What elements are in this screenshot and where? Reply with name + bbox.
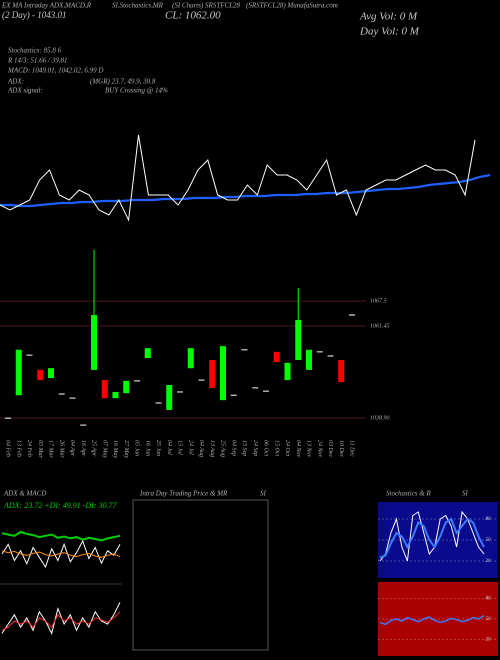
day-vol: Day Vol: 0 M xyxy=(359,26,420,38)
date-label: 24 Feb xyxy=(26,440,33,457)
tick-label: 20 xyxy=(486,559,492,564)
adx-line xyxy=(1,550,121,558)
header-text: (SI Charts) SRSTFCL28 xyxy=(172,2,241,10)
avg-vol: Avg Vol: 0 M xyxy=(359,11,418,23)
candle-body xyxy=(112,391,119,399)
date-label: 24 Jul xyxy=(187,440,194,455)
macd: MACD: 1049.01, 1042.02, 6.99 D xyxy=(7,67,103,75)
signal-label: ADX signal: xyxy=(7,87,43,95)
date-label: 13 Aug xyxy=(209,440,215,457)
date-label: 13 Feb xyxy=(15,440,21,457)
date-label: 06 Oct xyxy=(263,440,269,456)
panel-title: ADX & MACD xyxy=(3,490,46,498)
price-tick-label: 1061.45 xyxy=(370,322,390,329)
header-text: EX MA Intraday ADX,MACD,R xyxy=(1,2,92,10)
candle-body xyxy=(101,380,108,399)
date-label: 24 Sep xyxy=(252,440,259,456)
candle-body xyxy=(123,380,130,394)
panel-title: SI xyxy=(260,490,267,498)
candle-body xyxy=(15,349,22,396)
candle-body xyxy=(284,362,291,381)
date-label: 16 Jun xyxy=(144,440,150,456)
date-label: 04 Sep xyxy=(230,440,237,456)
candle-body xyxy=(48,368,54,379)
date-label: 15 Oct xyxy=(273,440,279,456)
header-text: (SRSTFCL28) MunafaSutra.com xyxy=(246,2,338,10)
signal-value: BUY Crossing @ 14% xyxy=(105,87,168,95)
date-label: 04 Aug xyxy=(198,440,205,457)
tick-label: 80 xyxy=(486,517,492,522)
intraday-box xyxy=(132,499,269,651)
candle-body xyxy=(144,348,151,358)
adx-label: ADX: xyxy=(7,78,24,86)
macd-line xyxy=(1,611,121,631)
date-label: 15 Sep xyxy=(241,440,247,456)
date-label: 25 Aug xyxy=(220,440,226,457)
adx-readout: ADX: 23.72 +DI: 49.91 -DI: 30.77 xyxy=(3,501,117,510)
adx-line xyxy=(1,530,121,542)
candle-body xyxy=(306,349,312,370)
date-label: 26 Mar xyxy=(58,440,64,458)
date-label: 13 Nov xyxy=(306,440,312,458)
price-line xyxy=(0,134,476,222)
candle-body xyxy=(209,360,216,388)
date-label: 27 May xyxy=(123,440,129,458)
candle-body xyxy=(273,351,280,363)
date-label: 24 Nov xyxy=(316,440,323,458)
adx-value: (MGR) 23.7, 49.9, 30.8 xyxy=(90,78,156,86)
price-tick-label: 1067.5 xyxy=(370,299,387,305)
tick-label: 50 xyxy=(486,538,492,543)
stoch-line xyxy=(379,510,485,562)
close-price: CL: 1062.00 xyxy=(165,10,221,22)
rsi-line xyxy=(379,614,485,626)
tick-label: 50 xyxy=(486,617,492,622)
stoch-line xyxy=(379,517,485,559)
candle-body xyxy=(220,346,226,401)
candle-body xyxy=(166,385,173,410)
date-label: 04 Nov xyxy=(295,440,302,458)
candle-body xyxy=(187,348,194,369)
candle-body xyxy=(37,369,44,381)
ma-line xyxy=(0,173,491,208)
date-label: 10 Dec xyxy=(338,440,344,457)
tick-label: 80 xyxy=(486,597,492,602)
price-tick-label: 1038.90 xyxy=(370,416,390,422)
date-label: 04 Apr xyxy=(69,440,76,457)
date-label: 11 Dec xyxy=(349,440,355,457)
tick-label: 20 xyxy=(486,638,492,643)
panel-title: Intra Day Trading Price & MR xyxy=(139,490,228,498)
date-label: 05 Jun xyxy=(134,440,140,456)
date-label: 16 May xyxy=(112,440,118,458)
panel-title: Stochastics & R xyxy=(386,490,431,498)
date-label: 04 Feb xyxy=(5,440,12,457)
date-label: 25 Jun xyxy=(155,440,161,456)
date-label: 05 Mar xyxy=(37,440,43,458)
rsi: R 14/3: 51.66 / 39.81 xyxy=(7,57,68,65)
date-label: 17 Mar xyxy=(48,440,54,458)
date-label: 04 Jul xyxy=(166,440,173,455)
date-label: 15 Jul xyxy=(177,440,183,455)
candle-body xyxy=(91,315,97,370)
date-label: 07 May xyxy=(101,440,107,458)
candle-body xyxy=(338,360,345,383)
date-label: 25 Apr xyxy=(91,440,97,457)
date-label: 24 Oct xyxy=(284,440,291,456)
date-label: 03 Dec xyxy=(327,440,333,457)
date-label: 16 Apr xyxy=(80,440,86,457)
adx-line xyxy=(1,539,121,569)
candle-body xyxy=(295,319,302,361)
header-text: SI,Stochastics,MR xyxy=(112,2,164,10)
panel-title: SI xyxy=(462,490,469,498)
two-day: (2 Day) - 1043.01 xyxy=(2,10,67,20)
stochastics: Stochastics: 85.8 6 xyxy=(8,47,62,55)
